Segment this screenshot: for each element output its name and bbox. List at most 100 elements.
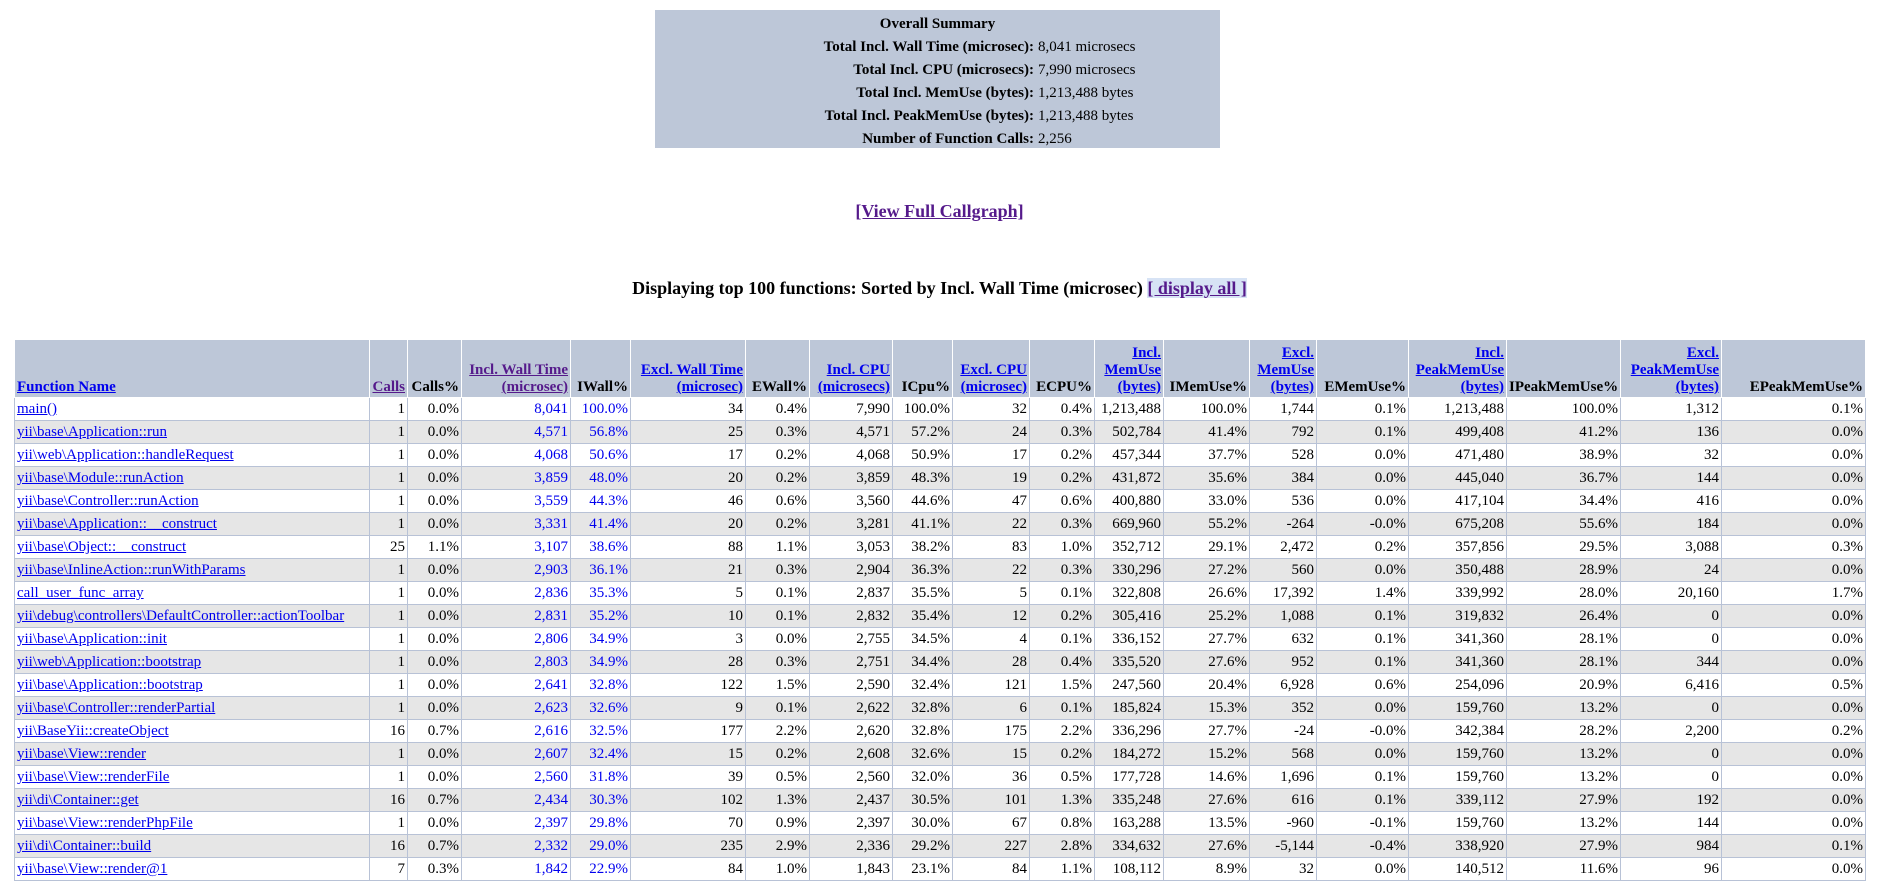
function-link[interactable]: yii\base\View::render <box>17 746 147 762</box>
cell-ecpu: 1.0% <box>1029 535 1095 559</box>
cell-ecpu: 1.5% <box>1029 673 1095 697</box>
function-link[interactable]: yii\base\View::renderFile <box>17 769 170 785</box>
display-all-link[interactable]: [ display all ] <box>1147 278 1247 298</box>
cell-ewall: 0.6% <box>745 489 810 513</box>
cell-iwall: 34.9% <box>570 627 631 651</box>
cell-ipeakmemuse: 38.9% <box>1506 443 1621 467</box>
cell-excl-cpu-microsec: 84 <box>952 857 1030 881</box>
function-link[interactable]: call_user_func_array <box>17 585 144 601</box>
sort-link-incl-memuse-bytes[interactable]: Incl. MemUse (bytes) <box>1104 345 1161 395</box>
overall-summary-panel: Overall Summary Total Incl. Wall Time (m… <box>655 10 1220 148</box>
cell-incl-cpu-microsecs: 2,904 <box>809 558 893 582</box>
function-link[interactable]: yii\BaseYii::createObject <box>17 723 169 739</box>
cell-ipeakmemuse: 13.2% <box>1506 696 1621 720</box>
cell-calls: 0.0% <box>407 765 462 789</box>
sort-link-incl-cpu-microsecs[interactable]: Incl. CPU (microsecs) <box>817 362 890 395</box>
cell-iwall: 50.6% <box>570 443 631 467</box>
cell-excl-cpu-microsec: 175 <box>952 719 1030 743</box>
column-header-calls[interactable]: Calls <box>369 339 408 398</box>
column-header-excl-peakmemuse-bytes[interactable]: Excl. PeakMemUse (bytes) <box>1620 339 1722 398</box>
function-link[interactable]: main() <box>17 401 57 417</box>
column-header-excl-memuse-bytes[interactable]: Excl. MemUse (bytes) <box>1249 339 1317 398</box>
cell-ememuse: 0.1% <box>1316 420 1409 444</box>
function-link[interactable]: yii\web\Application::handleRequest <box>17 447 234 463</box>
cell-excl-cpu-microsec: 6 <box>952 696 1030 720</box>
column-header-incl-peakmemuse-bytes[interactable]: Incl. PeakMemUse (bytes) <box>1408 339 1507 398</box>
function-link[interactable]: yii\base\InlineAction::runWithParams <box>17 562 246 578</box>
function-link[interactable]: yii\base\View::render@1 <box>17 861 168 877</box>
table-row: yii\di\Container::get 16 0.7% 2,434 30.3% 102… <box>14 788 1866 812</box>
column-header-incl-memuse-bytes[interactable]: Incl. MemUse (bytes) <box>1094 339 1164 398</box>
column-header-incl-wall-time-microsec[interactable]: Incl. Wall Time (microsec) <box>461 339 571 398</box>
view-full-callgraph-link[interactable]: [View Full Callgraph] <box>855 201 1024 221</box>
column-header-excl-cpu-microsec[interactable]: Excl. CPU (microsec) <box>952 339 1030 398</box>
cell-epeakmemuse: 0.0% <box>1721 857 1866 881</box>
function-link[interactable]: yii\base\Application::init <box>17 631 167 647</box>
table-row: yii\di\Container::build 16 0.7% 2,332 29.0% 2… <box>14 834 1866 858</box>
cell-incl-wall-time-microsec: 2,397 <box>461 811 571 835</box>
cell-incl-peakmemuse-bytes: 341,360 <box>1408 627 1507 651</box>
cell-imemuse: 20.4% <box>1163 673 1250 697</box>
sort-link-incl-wall-time-microsec[interactable]: Incl. Wall Time (microsec) <box>469 362 568 395</box>
cell-ipeakmemuse: 28.9% <box>1506 558 1621 582</box>
function-link[interactable]: yii\base\Application::__construct <box>17 516 217 532</box>
cell-incl-wall-time-microsec: 1,842 <box>461 857 571 881</box>
cell-epeakmemuse: 0.0% <box>1721 627 1866 651</box>
function-link[interactable]: yii\web\Application::bootstrap <box>17 654 202 670</box>
cell-ememuse: 0.1% <box>1316 650 1409 674</box>
cell-incl-cpu-microsecs: 3,560 <box>809 489 893 513</box>
cell-incl-memuse-bytes: 184,272 <box>1094 742 1164 766</box>
column-header-function-name[interactable]: Function Name <box>14 339 370 398</box>
function-link[interactable]: yii\debug\controllers\DefaultController:… <box>17 608 345 624</box>
cell-incl-cpu-microsecs: 2,755 <box>809 627 893 651</box>
cell-calls: 1.1% <box>407 535 462 559</box>
sort-link-function-name[interactable]: Function Name <box>17 379 116 395</box>
table-row: yii\BaseYii::createObject 16 0.7% 2,616 32.5… <box>14 719 1866 743</box>
cell-calls: 1 <box>369 650 408 674</box>
sort-link-calls[interactable]: Calls <box>372 379 405 395</box>
cell-excl-memuse-bytes: 616 <box>1249 788 1317 812</box>
cell-ememuse: 0.0% <box>1316 466 1409 490</box>
function-link[interactable]: yii\base\Controller::renderPartial <box>17 700 216 716</box>
function-link[interactable]: yii\base\View::renderPhpFile <box>17 815 193 831</box>
sort-link-excl-memuse-bytes[interactable]: Excl. MemUse (bytes) <box>1257 345 1314 395</box>
function-link[interactable]: yii\di\Container::get <box>17 792 139 808</box>
function-link[interactable]: yii\base\Application::bootstrap <box>17 677 203 693</box>
cell-icpu: 32.8% <box>892 696 953 720</box>
cell-excl-cpu-microsec: 4 <box>952 627 1030 651</box>
cell-incl-cpu-microsecs: 2,560 <box>809 765 893 789</box>
sort-link-excl-cpu-microsec[interactable]: Excl. CPU (microsec) <box>960 362 1027 395</box>
cell-epeakmemuse: 0.0% <box>1721 765 1866 789</box>
summary-label: Number of Function Calls: <box>862 131 1034 147</box>
cell-ememuse: -0.4% <box>1316 834 1409 858</box>
function-link[interactable]: yii\base\Object::__construct <box>17 539 187 555</box>
cell-iwall: 44.3% <box>570 489 631 513</box>
sort-link-incl-peakmemuse-bytes[interactable]: Incl. PeakMemUse (bytes) <box>1415 345 1504 395</box>
function-name-cell: yii\base\Application::init <box>14 627 370 651</box>
cell-calls: 0.0% <box>407 512 462 536</box>
cell-ecpu: 0.4% <box>1029 397 1095 421</box>
sort-link-excl-peakmemuse-bytes[interactable]: Excl. PeakMemUse (bytes) <box>1630 345 1719 395</box>
cell-icpu: 41.1% <box>892 512 953 536</box>
sort-link-excl-wall-time-microsec[interactable]: Excl. Wall Time (microsec) <box>640 362 743 395</box>
cell-incl-cpu-microsecs: 1,843 <box>809 857 893 881</box>
function-link[interactable]: yii\di\Container::build <box>17 838 152 854</box>
cell-incl-wall-time-microsec: 3,559 <box>461 489 571 513</box>
cell-incl-peakmemuse-bytes: 159,760 <box>1408 811 1507 835</box>
cell-calls: 16 <box>369 788 408 812</box>
cell-incl-peakmemuse-bytes: 357,856 <box>1408 535 1507 559</box>
function-link[interactable]: yii\base\Module::runAction <box>17 470 184 486</box>
cell-epeakmemuse: 0.0% <box>1721 558 1866 582</box>
cell-excl-memuse-bytes: 352 <box>1249 696 1317 720</box>
function-link[interactable]: yii\base\Controller::runAction <box>17 493 199 509</box>
cell-calls: 0.0% <box>407 558 462 582</box>
cell-excl-memuse-bytes: 952 <box>1249 650 1317 674</box>
summary-row: Total Incl. Wall Time (microsec): 8,041 … <box>655 36 1220 59</box>
summary-row: Total Incl. PeakMemUse (bytes): 1,213,48… <box>655 105 1220 128</box>
function-name-cell: main() <box>14 397 370 421</box>
function-name-cell: call_user_func_array <box>14 581 370 605</box>
column-header-excl-wall-time-microsec[interactable]: Excl. Wall Time (microsec) <box>630 339 746 398</box>
column-header-incl-cpu-microsecs[interactable]: Incl. CPU (microsecs) <box>809 339 893 398</box>
cell-calls: 0.7% <box>407 719 462 743</box>
function-link[interactable]: yii\base\Application::run <box>17 424 167 440</box>
